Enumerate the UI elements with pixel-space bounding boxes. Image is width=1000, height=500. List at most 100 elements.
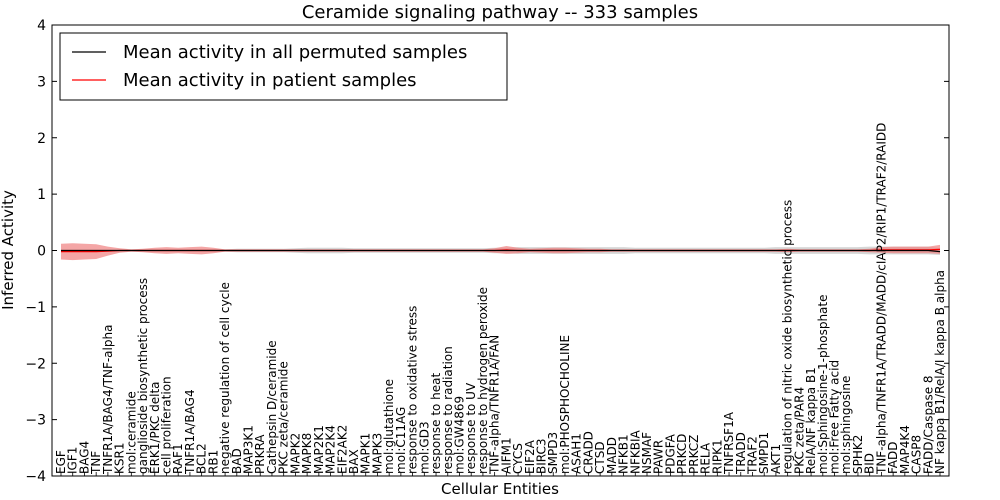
permuted-line [61,249,941,253]
entity-label: CYCS [511,443,525,474]
plot-frame [51,24,950,477]
entity-label: PRKCD [675,434,689,474]
series-lines [61,248,941,253]
entity-label: TNFR1A/BAG4 [183,389,197,475]
entity-label: SMPD1 [757,432,771,474]
chart-title: Ceramide signaling pathway -- 333 sample… [302,2,698,23]
entity-label: mol:C11AG [394,407,408,474]
entity-label: MAP4K4 [898,425,912,474]
entity-label: TNF-alpha/TNFR1A/FAN [488,335,502,475]
entity-label: MAPK8 [300,433,314,474]
entity-label: RELA [699,442,713,474]
entity-label: SMPD3 [546,432,560,474]
entity-label: EIF2A [523,439,537,474]
entity-label: response to oxidative stress [406,306,420,474]
entity-label: FADD/Caspase 8 [921,375,935,474]
entity-label: NFKBIA [628,429,642,474]
entity-label: TNF [89,451,103,475]
entity-label: PRKRA [253,434,267,474]
entity-label: TNFR1A/BAG4/TNF-alpha [101,325,115,475]
y-axis: −4 −3 −2 −1 0 1 2 3 4 [25,18,949,485]
entity-label: mol:GD3 [417,421,431,474]
y-axis-label: Inferred Activity [0,190,17,310]
y-tick-label: 4 [37,18,46,34]
entity-labels: EGFIGF1BAG4TNFTNFR1A/BAG4/TNF-alphaKSR1m… [54,123,947,476]
y-tick-label: 3 [37,74,46,90]
entity-label: IGF1 [66,447,80,474]
entity-label: BAX [347,449,361,474]
legend: Mean activity in all permuted samples Me… [59,32,508,101]
entity-label: PKC zeta/PAR4 [792,387,806,474]
entity-label: PRKCZ [687,435,701,474]
entity-label: mol:glutathione [382,379,396,474]
entity-label: MAP2K4 [324,425,338,474]
entity-label: MAPK2 [288,433,302,474]
entity-label: ERK1/PKC delta [148,381,162,474]
entity-label: RAF1 [171,443,185,474]
entity-label: TNF-alpha/TNFR1A/TRADD/MADD/cIAP2/RIP1/T… [874,123,888,475]
entity-label: PDGFA [663,433,677,474]
entity-label: CTSD [593,441,607,474]
patient-band [61,243,940,261]
entity-label: MAP2K1 [312,425,326,474]
entity-label: RB1 [206,450,220,474]
entity-label: negative regulation of cell cycle [218,282,232,474]
y-tick-label: 2 [37,131,46,147]
entity-label: mol:GW4869 [453,396,467,474]
entity-label: SPHK2 [851,435,865,474]
y-tick-label: 0 [37,244,46,260]
entity-label: BAD [230,448,244,474]
entity-label: Cathepsin D/ceramide [265,340,279,474]
entity-label: MAP3K1 [242,425,256,474]
entity-label: MADD [605,437,619,474]
entity-label: CRADD [581,431,595,474]
entity-label: EIF2AK2 [335,425,349,474]
y-tick-label: −2 [25,356,46,372]
entity-label: TNFRSF1A [722,411,736,475]
entity-label: cell proliferation [160,376,174,474]
entity-label: PAWR [652,440,666,474]
entity-label: mol:PHOSPHOCHOLINE [558,335,572,474]
entity-label: mol:Free Fatty acid [828,360,842,474]
entity-label: CASP8 [910,435,924,474]
legend-box [59,32,508,101]
entity-label: PKC zeta/ceramide [277,361,291,474]
entity-label: MAPK1 [359,433,373,474]
entity-label: mol:ceramide [124,391,138,474]
y-tick-label: −4 [25,469,46,485]
entity-label: mol:sphingosine [839,376,853,474]
entity-label: RIPK1 [710,439,724,474]
y-tick-label: −1 [25,300,46,316]
y-tick-label: 1 [37,187,46,203]
entity-label: response to heat [429,372,443,474]
entity-label: MAPK3 [370,433,384,474]
entity-label: KSR1 [113,443,127,474]
activity-bands [61,243,940,261]
x-axis-label: Cellular Entities [441,480,559,498]
entity-label: response to radiation [441,346,455,474]
legend-label-patient: Mean activity in patient samples [123,70,417,91]
legend-label-permuted: Mean activity in all permuted samples [123,42,467,63]
entity-label: response to hydrogen peroxide [476,287,490,474]
entity-label: AKT1 [769,444,783,474]
entity-label: AIFM1 [499,437,513,474]
entity-label: NSMAF [640,432,654,474]
entity-label: FADD [886,442,900,475]
entity-label: BAG4 [77,441,91,474]
entity-label: mol:Sphingosine-1-phosphate [816,295,830,475]
y-tick-label: −3 [25,413,46,429]
entity-label: NF kappa B1/RelA/I kappa B alpha [933,270,947,474]
entity-label: EGF [54,450,68,474]
entity-label: BIRC3 [535,438,549,474]
entity-label: regulation of nitric oxide biosynthetic … [781,200,795,474]
entity-label: TRAF2 [746,436,760,475]
entity-label: TRADD [734,432,748,475]
entity-label: RelA/NF kappa B1 [804,367,818,474]
entity-label: ASAH1 [570,433,584,474]
entity-label: BID [863,453,877,474]
entity-label: ganglioside biosynthetic process [136,278,150,474]
entity-label: response to UV [464,382,478,474]
entity-label: BCL2 [195,443,209,474]
entity-label: NFKB1 [617,434,631,474]
